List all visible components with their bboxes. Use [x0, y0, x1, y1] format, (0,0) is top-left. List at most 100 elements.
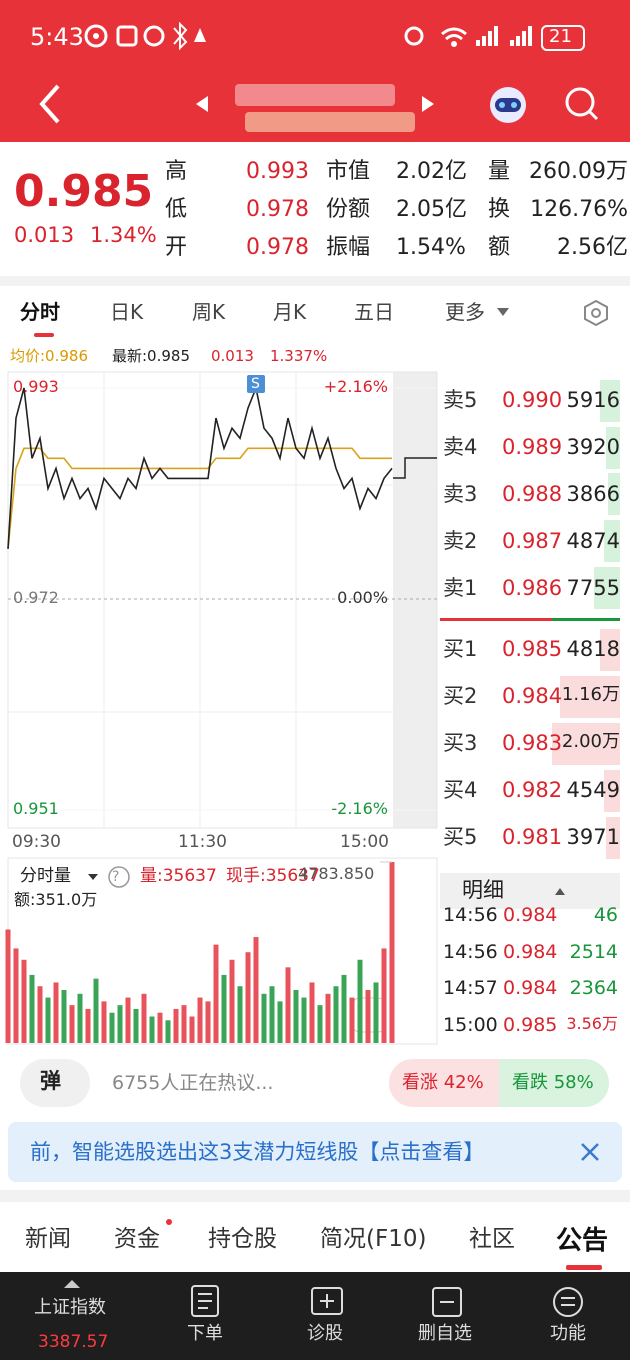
- volume-bar: [357, 959, 363, 1043]
- detail-title[interactable]: 明细: [462, 878, 504, 902]
- volume-bar: [293, 990, 299, 1043]
- chart-tab[interactable]: 更多: [445, 300, 485, 324]
- book-side: 买3: [443, 731, 478, 755]
- book-side: 卖2: [443, 529, 478, 553]
- volume-bar: [53, 982, 59, 1043]
- stat-value: 2.56亿: [557, 235, 628, 260]
- volume-bar: [277, 1001, 283, 1043]
- index-value: 3387.57: [38, 1332, 109, 1352]
- volume-bar: [173, 1008, 179, 1043]
- stat-label: 市值: [326, 159, 371, 184]
- tab-indicator: [34, 333, 54, 337]
- comment-count[interactable]: 6755人正在热议...: [112, 1072, 274, 1094]
- avg-line: [7, 447, 392, 549]
- bear-label[interactable]: 看跌 58%: [512, 1072, 594, 1093]
- promo-banner[interactable]: [8, 1122, 622, 1182]
- bull-label[interactable]: 看涨 42%: [402, 1072, 484, 1093]
- stat-value: 126.76%: [530, 197, 628, 222]
- news-tab[interactable]: 公告: [556, 1226, 609, 1256]
- volume-bar: [269, 986, 275, 1043]
- book-side: 买1: [443, 637, 478, 661]
- volume-bar: [117, 1005, 123, 1043]
- book-volume: 4818: [566, 637, 620, 661]
- volume-amount: 额:351.0万: [14, 890, 98, 909]
- back-button[interactable]: [39, 84, 60, 124]
- volume-title[interactable]: 分时量: [20, 866, 71, 886]
- bear-button[interactable]: [499, 1059, 609, 1107]
- battery: [541, 25, 585, 51]
- volume-bar: [309, 982, 315, 1043]
- news-tab[interactable]: 简况(F10): [320, 1226, 427, 1252]
- next-stock[interactable]: [422, 96, 434, 112]
- stat-label: 高: [165, 159, 188, 184]
- nav-item[interactable]: 删自选: [418, 1323, 472, 1344]
- search[interactable]: [565, 87, 595, 117]
- x-tick-label: 11:30: [178, 832, 227, 852]
- nav-item[interactable]: 诊股: [307, 1323, 343, 1344]
- chart-frame: [7, 371, 438, 829]
- bull-button[interactable]: [389, 1059, 499, 1107]
- book-price: 0.989: [502, 435, 563, 459]
- y-tick-label: 0.951: [13, 799, 59, 818]
- volume-bar: [261, 993, 267, 1043]
- clock: 5:43: [30, 23, 84, 51]
- index-name[interactable]: 上证指数: [34, 1297, 106, 1318]
- volume-bar: [253, 937, 259, 1043]
- book-price: 0.982: [502, 778, 563, 802]
- book-volume: 3971: [566, 825, 620, 849]
- danmaku-button[interactable]: [20, 1059, 90, 1107]
- info-change-pct: 1.337%: [270, 347, 328, 365]
- trade-time: 15:00: [443, 1013, 498, 1036]
- badge: [166, 1219, 172, 1225]
- volume-last: 现手:35637: [226, 866, 320, 886]
- change-pct: 1.34%: [90, 223, 157, 247]
- nav-item[interactable]: 功能: [550, 1323, 586, 1344]
- volume-bar: [157, 1012, 163, 1043]
- news-tab[interactable]: 新闻: [25, 1226, 71, 1252]
- volume-bar: [29, 974, 35, 1043]
- trade-volume: 2364: [569, 977, 618, 999]
- news-tab[interactable]: 社区: [469, 1226, 515, 1252]
- volume-bar: [245, 952, 251, 1043]
- book-price: 0.981: [502, 825, 563, 849]
- promo-text[interactable]: 前，智能选股选出这3支潜力短线股【点击查看】: [30, 1140, 485, 1164]
- volume-bar: [189, 1016, 195, 1043]
- book-volume: 1.16万: [561, 684, 620, 705]
- chart-tab[interactable]: 月K: [273, 300, 307, 324]
- news-tab[interactable]: 持仓股: [208, 1226, 277, 1252]
- volume-bar: [301, 997, 307, 1043]
- chart-tab[interactable]: 分时: [20, 300, 60, 324]
- volume-bar: [325, 993, 331, 1043]
- avg-price: 均价:0.986: [10, 347, 88, 365]
- prev-stock[interactable]: [196, 96, 208, 112]
- nav-item[interactable]: 下单: [187, 1323, 223, 1344]
- news-tab[interactable]: 资金: [114, 1226, 160, 1252]
- help[interactable]: ?: [112, 869, 120, 885]
- close-banner[interactable]: [578, 1140, 602, 1164]
- info-change: 0.013: [211, 347, 254, 365]
- book-volume: 5916: [566, 388, 620, 412]
- chart-tab[interactable]: 五日: [354, 300, 394, 324]
- y-tick-label: 0.993: [13, 377, 59, 396]
- detail-header[interactable]: [440, 873, 620, 909]
- chart-tab[interactable]: 日K: [110, 300, 144, 324]
- stat-value: 0.978: [246, 197, 309, 222]
- trade-volume: 2514: [569, 940, 618, 963]
- stat-label: 低: [165, 197, 188, 222]
- settings[interactable]: [582, 299, 610, 327]
- book-volume: 4549: [566, 778, 620, 802]
- pct-label: +2.16%: [323, 377, 388, 396]
- trade-time: 14:56: [443, 904, 498, 926]
- intraday-chart: [5, 308, 620, 1045]
- pct-label: -2.16%: [331, 799, 388, 818]
- stat-label: 换: [488, 197, 511, 222]
- chart-tab[interactable]: 周K: [192, 300, 226, 324]
- volume-bar: [5, 929, 11, 1043]
- volume-bar: [373, 982, 379, 1043]
- stat-value: 0.993: [246, 159, 309, 184]
- book-price: 0.986: [502, 576, 563, 600]
- volume-bar: [77, 993, 83, 1043]
- danmaku-label[interactable]: 弹: [40, 1069, 61, 1093]
- volume-bar: [141, 993, 147, 1043]
